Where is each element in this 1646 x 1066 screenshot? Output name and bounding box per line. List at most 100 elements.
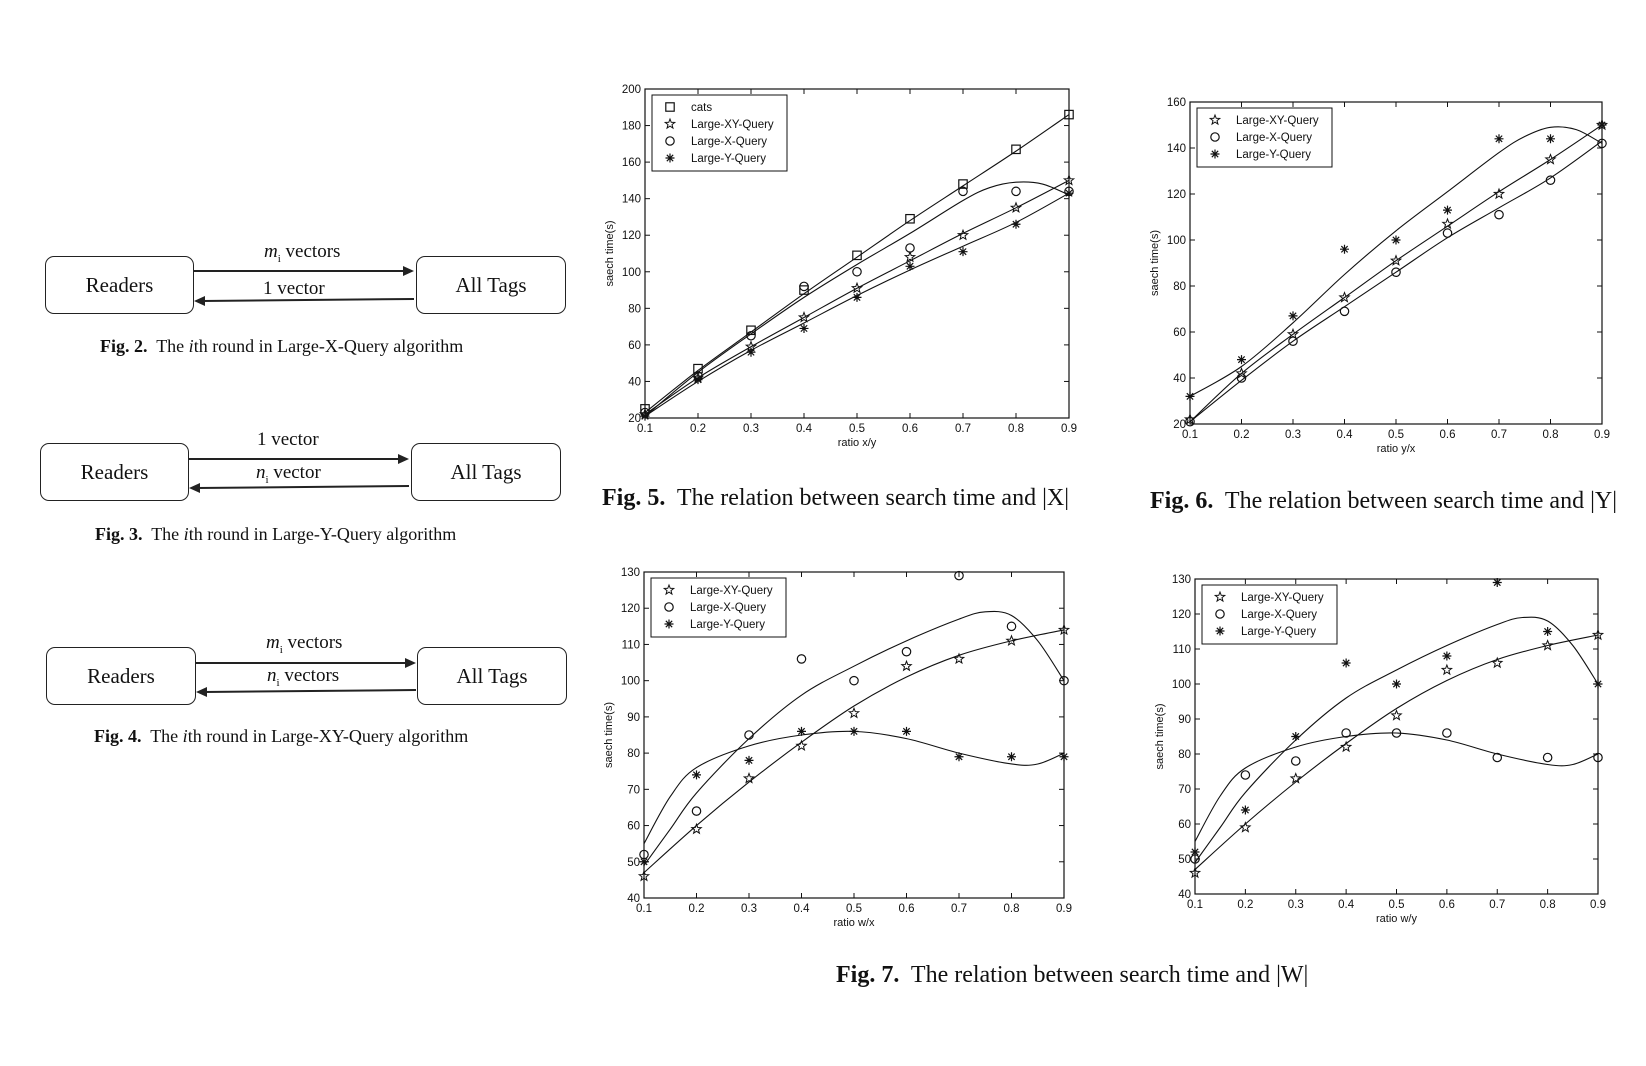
y-tick-label: 50 [1178,854,1191,866]
series-cats [645,114,1069,413]
arrow-to-readers-head [194,296,205,306]
data-point [1442,228,1453,238]
legend-marker [664,619,674,629]
all-tags-box: All Tags [411,443,561,501]
caption-label: Fig. 3. [95,524,143,544]
fit-line [1195,616,1598,863]
y-tick-label: 120 [621,603,640,615]
data-point [1288,311,1298,321]
data-point [1597,120,1607,130]
arrows-fig2 [194,266,415,306]
arrow-to-readers-head [189,483,200,493]
data-point [1011,144,1021,155]
data-point [693,375,703,385]
x-tick-label: 0.3 [1285,429,1301,441]
y-tick-label: 140 [1167,143,1186,155]
label-text: vector [268,462,321,483]
top-arrow-label: 1 vector [257,429,319,451]
points-Large-XY-Query [1188,628,1605,879]
data-point [1064,109,1074,120]
x-tick-label: 0.7 [951,903,967,915]
data-point [1288,336,1298,346]
x-tick-label: 0.8 [1543,429,1559,441]
data-point [1545,175,1556,185]
fig4-caption: Fig. 4. The ith round in Large-XY-Query … [94,726,469,746]
data-point [905,261,915,271]
bottom-arrow-label: ni vector [256,462,321,486]
data-point [1543,627,1553,636]
legend-label: Large-Y-Query [690,619,765,631]
y-tick-label: 90 [1178,714,1191,726]
data-point [1593,752,1603,763]
series-Large-Y-Query [1190,126,1602,397]
series-Large-XY-Query [1195,634,1598,870]
data-point [1064,188,1074,198]
readers-box: Readers [46,647,196,705]
x-tick-label: 0.2 [1237,899,1253,911]
x-tick-label: 0.3 [1288,899,1304,911]
legend-label: Large-XY-Query [691,119,774,131]
series-Large-X-Query [645,181,1069,417]
data-point [1240,805,1250,815]
data-point [746,330,756,341]
caption-label: Fig. 7. [836,962,900,988]
all-tags-box: All Tags [416,256,566,314]
data-point [852,266,862,277]
y-tick-label: 100 [622,267,641,279]
data-point [1290,756,1301,766]
y-tick-label: 200 [622,84,641,96]
legend-label: Large-X-Query [690,602,766,614]
arrow-to-readers [196,485,410,489]
data-point [1492,187,1506,200]
x-tick-label: 0.5 [849,423,865,435]
y-tick-label: 70 [627,784,640,796]
data-point [1597,138,1607,149]
data-point [797,311,811,323]
fig5-caption: Fig. 5. The relation between search time… [602,482,1076,515]
series-Large-Y-Query [1195,616,1598,863]
label-sub: i [279,643,283,656]
x-tick-label: 0.7 [1491,429,1507,441]
diagram-fig3: Readers All Tags 1 vector ni vector Fig.… [0,0,561,560]
x-tick-label: 0.1 [636,903,652,915]
x-tick-label: 0.8 [1540,899,1556,911]
legend-marker [662,583,676,596]
data-point [1240,770,1251,780]
arrow-to-tags-head [403,266,414,276]
bottom-arrow-label: ni vectors [267,665,339,689]
bottom-arrow-label: 1 vector [263,278,325,300]
data-point [1391,267,1401,277]
caption-text: The relation between search time and |Y| [1224,488,1618,514]
legend-label: Large-XY-Query [1241,592,1324,604]
fit-line [644,610,1064,866]
y-tick-label: 160 [1167,97,1186,109]
y-tick-label: 120 [1167,189,1186,201]
data-point [1389,254,1403,266]
legend-marker [1215,626,1225,636]
readers-box: Readers [40,443,189,501]
x-tick-label: 0.9 [1056,903,1072,915]
y-tick-label: 80 [1173,281,1186,293]
data-point [746,347,756,357]
x-tick-label: 0.8 [1008,423,1024,435]
y-tick-label: 60 [1173,327,1186,339]
data-point [900,659,913,672]
data-point [956,228,970,241]
y-tick-label: 100 [1172,679,1191,691]
y-tick-label: 120 [622,230,641,242]
data-point [1059,675,1069,686]
label-var: n [256,462,266,483]
y-tick-label: 90 [627,712,640,724]
points-Large-X-Query [1185,138,1607,427]
legend-marker [664,602,674,612]
data-point [1390,709,1403,721]
legend-label: cats [691,102,712,114]
data-point [847,706,861,719]
legend-marker [663,117,677,130]
data-point [958,186,968,197]
arrow-to-readers-head [196,687,207,697]
label-var: n [267,665,277,686]
fit-line [1190,140,1602,423]
data-point [954,570,964,581]
data-point [1440,663,1453,676]
